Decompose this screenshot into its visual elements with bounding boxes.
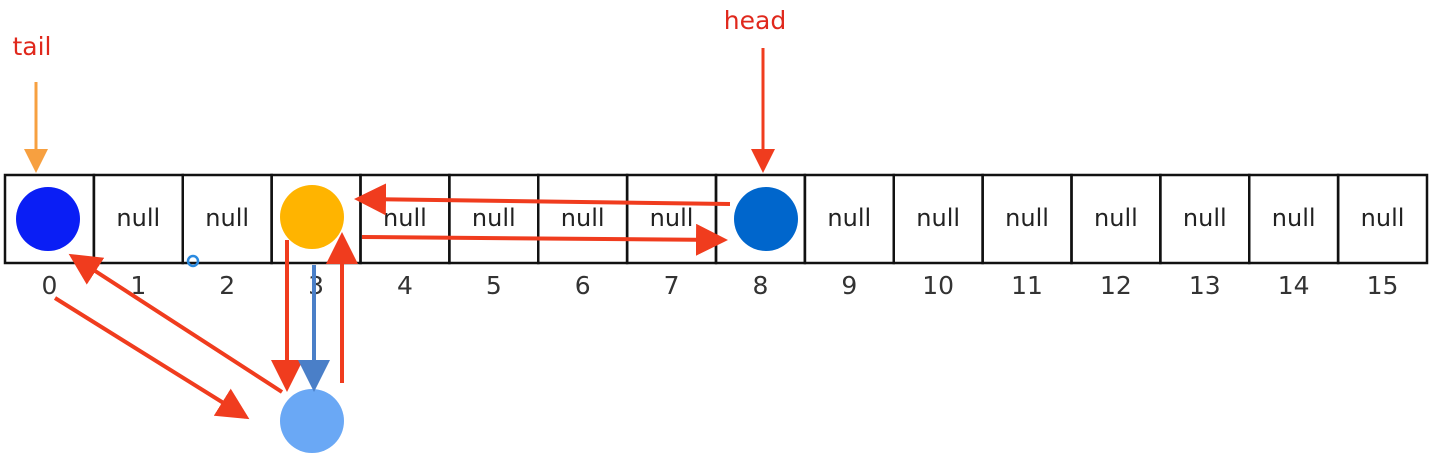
links (53, 183, 731, 420)
cell-value: null (116, 204, 160, 232)
cell-index: 5 (486, 271, 502, 300)
cell-index: 9 (841, 271, 857, 300)
cell-value: null (1183, 204, 1227, 232)
cell-index: 3 (308, 271, 324, 300)
cell-value: null (1361, 204, 1405, 232)
cell-index: 10 (922, 271, 954, 300)
cell-value: null (383, 204, 427, 232)
tail-label: tail (12, 32, 51, 61)
head-label: head (724, 6, 786, 35)
node (280, 185, 344, 249)
node (16, 187, 80, 251)
array: null null null null null null null null null null… (3, 173, 1429, 300)
new-node (280, 389, 344, 453)
cursor-marker (186, 254, 200, 268)
cell-index: 6 (575, 271, 591, 300)
cell-index: 12 (1100, 271, 1132, 300)
cell-value: null (472, 204, 516, 232)
link-arrow (354, 183, 731, 216)
cell-index: 1 (130, 271, 146, 300)
link-arrow (68, 253, 284, 394)
cell-value: null (1094, 204, 1138, 232)
cell-index: 0 (41, 271, 57, 300)
link-arrow (361, 223, 728, 256)
cell-index: 8 (752, 271, 768, 300)
cell-index: 15 (1367, 271, 1399, 300)
cell-value: null (650, 204, 694, 232)
cell-index: 7 (664, 271, 680, 300)
cell-value: null (827, 204, 871, 232)
cell-index: 11 (1011, 271, 1043, 300)
link-arrow (53, 296, 250, 420)
node (734, 187, 798, 251)
cell-index: 13 (1189, 271, 1221, 300)
cell-index: 4 (397, 271, 413, 300)
cell-value: null (205, 204, 249, 232)
cell-value: null (1005, 204, 1049, 232)
array-cell (1336, 173, 1429, 265)
cell-value: null (916, 204, 960, 232)
cell-index: 2 (219, 271, 235, 300)
cell-value: null (1272, 204, 1316, 232)
cell-index: 14 (1278, 271, 1310, 300)
cell-value: null (561, 204, 605, 232)
